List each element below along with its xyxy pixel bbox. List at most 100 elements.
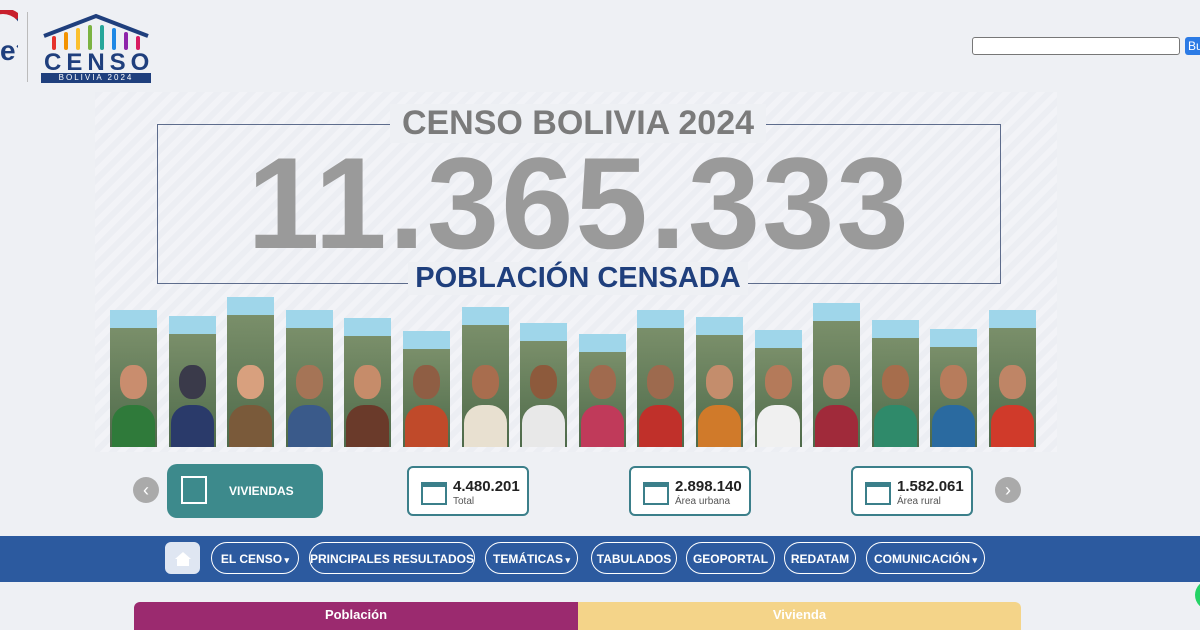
nav-label: GEOPORTAL bbox=[692, 552, 769, 566]
photo-image bbox=[344, 336, 392, 447]
stat-card: 2.898.140 Área urbana bbox=[629, 466, 751, 516]
population-count: 11.365.333 bbox=[247, 130, 911, 276]
photo-image bbox=[403, 349, 450, 447]
stat-icon bbox=[865, 482, 891, 505]
stat-label: Total bbox=[453, 496, 475, 507]
search-button[interactable]: Bu bbox=[1185, 37, 1200, 55]
body bbox=[991, 405, 1034, 447]
nav-label: TABULADOS bbox=[596, 552, 672, 566]
stat-icon bbox=[421, 482, 447, 505]
divider bbox=[27, 12, 28, 82]
nav-item[interactable]: PRINCIPALES RESULTADOS bbox=[309, 542, 475, 574]
nav-item[interactable]: TABULADOS bbox=[591, 542, 677, 574]
dropdown-caret: ▾ bbox=[562, 555, 571, 565]
body bbox=[873, 405, 917, 447]
nav-label: COMUNICACIÓN bbox=[873, 552, 970, 566]
stat-value: 2.898.140 bbox=[675, 478, 742, 495]
face bbox=[530, 365, 558, 399]
nav-item[interactable]: GEOPORTAL bbox=[686, 542, 775, 574]
dropdown-caret: ▾ bbox=[282, 555, 290, 565]
photo-image bbox=[285, 328, 333, 447]
stat-label: Área rural bbox=[897, 496, 941, 507]
face bbox=[823, 365, 851, 399]
nav-bar: EL CENSO ▾ PRINCIPALES RESULTADOS TEMÁTICA… bbox=[0, 536, 1200, 582]
photo-image bbox=[696, 335, 743, 447]
nav-label: REDATAM bbox=[790, 552, 850, 566]
body bbox=[580, 405, 624, 447]
nav-label: TEMÁTICAS bbox=[492, 552, 563, 566]
body bbox=[287, 405, 331, 447]
face bbox=[940, 365, 968, 399]
photo bbox=[285, 310, 333, 447]
face bbox=[295, 365, 323, 399]
photo-image bbox=[871, 338, 919, 447]
tab[interactable]: Población bbox=[134, 602, 578, 630]
photo bbox=[227, 297, 275, 447]
photo bbox=[110, 310, 157, 447]
body bbox=[346, 405, 390, 447]
photo bbox=[403, 331, 450, 447]
photo-image bbox=[930, 347, 978, 447]
ine-logo: e bbox=[0, 10, 18, 70]
stat-icon bbox=[643, 482, 669, 505]
face bbox=[413, 365, 440, 399]
nav-item[interactable]: TEMÁTICAS ▾ bbox=[485, 542, 578, 574]
body bbox=[756, 405, 800, 447]
body bbox=[112, 405, 155, 447]
search-input[interactable] bbox=[972, 37, 1180, 55]
photo-image bbox=[637, 328, 685, 447]
body bbox=[229, 405, 273, 447]
logo-letter: e bbox=[0, 35, 16, 66]
category-button[interactable]: VIVIENDAS bbox=[167, 464, 323, 518]
photo bbox=[168, 316, 216, 447]
nav-item[interactable]: EL CENSO ▾ bbox=[211, 542, 299, 574]
stat-card: 4.480.201 Total bbox=[407, 466, 529, 516]
tab[interactable]: Vivienda bbox=[578, 602, 1021, 630]
face bbox=[237, 365, 265, 399]
photo bbox=[578, 334, 626, 447]
photo-image bbox=[813, 321, 861, 447]
face bbox=[120, 365, 147, 399]
body bbox=[405, 405, 448, 447]
face bbox=[764, 365, 792, 399]
logo-subtitle: BOLIVIA 2024 bbox=[41, 73, 151, 83]
logo-title: CENSO bbox=[44, 49, 155, 76]
photo-image bbox=[754, 348, 802, 447]
next-button[interactable]: › bbox=[995, 477, 1021, 503]
nav-item[interactable]: COMUNICACIÓN ▾ bbox=[866, 542, 985, 574]
hero-title: CENSO BOLIVIA 2024 bbox=[390, 104, 766, 143]
photo-image bbox=[578, 352, 626, 447]
photo bbox=[989, 310, 1036, 447]
census-roof bbox=[43, 13, 149, 50]
body bbox=[170, 405, 214, 447]
nav-label: EL CENSO bbox=[220, 552, 283, 566]
photo bbox=[696, 317, 743, 447]
face bbox=[354, 365, 382, 399]
photo-image bbox=[227, 315, 275, 447]
photo bbox=[813, 303, 861, 447]
photo-image bbox=[168, 334, 216, 447]
photo-image bbox=[989, 328, 1036, 447]
face bbox=[178, 365, 206, 399]
photo bbox=[930, 329, 978, 447]
face bbox=[471, 365, 499, 399]
photo bbox=[871, 320, 919, 447]
body bbox=[463, 405, 507, 447]
prev-button[interactable]: ‹ bbox=[133, 477, 159, 503]
photo-image bbox=[461, 325, 509, 447]
dropdown-caret: ▾ bbox=[969, 555, 978, 565]
nav-item[interactable]: REDATAM bbox=[784, 542, 856, 574]
body bbox=[522, 405, 566, 447]
face bbox=[647, 365, 675, 399]
photo bbox=[754, 330, 802, 447]
home-button[interactable] bbox=[165, 542, 200, 574]
nav-label: PRINCIPALES RESULTADOS bbox=[310, 552, 475, 566]
chat-button[interactable] bbox=[1195, 580, 1200, 610]
face bbox=[999, 365, 1026, 399]
hero-caption: POBLACIÓN CENSADA bbox=[408, 262, 748, 295]
body bbox=[698, 405, 741, 447]
stat-label: Área urbana bbox=[675, 496, 731, 507]
face bbox=[881, 365, 909, 399]
photo bbox=[637, 310, 685, 447]
